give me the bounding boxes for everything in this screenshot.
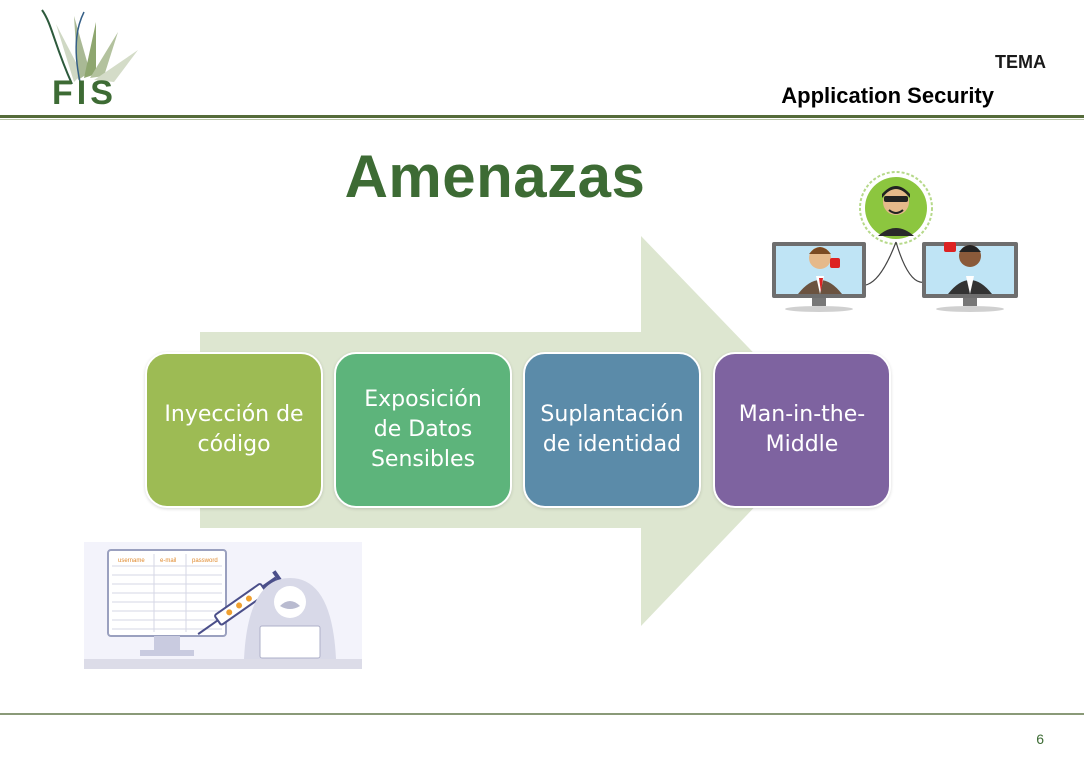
arrow-shape xyxy=(200,236,828,626)
step-sensitive-data-exposure: Exposición de Datos Sensibles xyxy=(334,352,512,508)
hooded-hacker-icon xyxy=(244,578,336,659)
table-header-username: username xyxy=(118,558,145,564)
logo-fan-icon xyxy=(41,9,138,85)
monitor-icon: username e-mail password xyxy=(107,549,227,656)
table-header-password: password xyxy=(192,558,218,564)
step-code-injection: Inyección de código xyxy=(145,352,323,508)
left-monitor-icon xyxy=(772,242,866,312)
subject-title: Application Security xyxy=(781,83,994,108)
tema-label: TEMA xyxy=(995,52,1046,72)
step-man-in-the-middle: Man-in-the- Middle xyxy=(713,352,891,508)
step-identity-spoofing: Suplantación de identidad xyxy=(523,352,701,508)
man-in-the-middle-illustration xyxy=(772,171,1018,312)
fis-logo: FIS xyxy=(41,9,138,110)
header-divider-shadow xyxy=(0,119,1084,120)
table-header-email: e-mail xyxy=(160,558,176,564)
sql-injection-illustration: username e-mail password xyxy=(84,542,362,669)
right-monitor-icon xyxy=(922,242,1018,312)
slide-title: Amenazas xyxy=(344,143,646,210)
header-divider xyxy=(0,115,1084,118)
syringe-icon xyxy=(197,570,285,635)
footer-divider xyxy=(0,713,1084,715)
hacker-avatar-icon xyxy=(859,171,933,245)
logo-text: FIS xyxy=(52,74,117,110)
page-number: 6 xyxy=(1036,731,1044,747)
